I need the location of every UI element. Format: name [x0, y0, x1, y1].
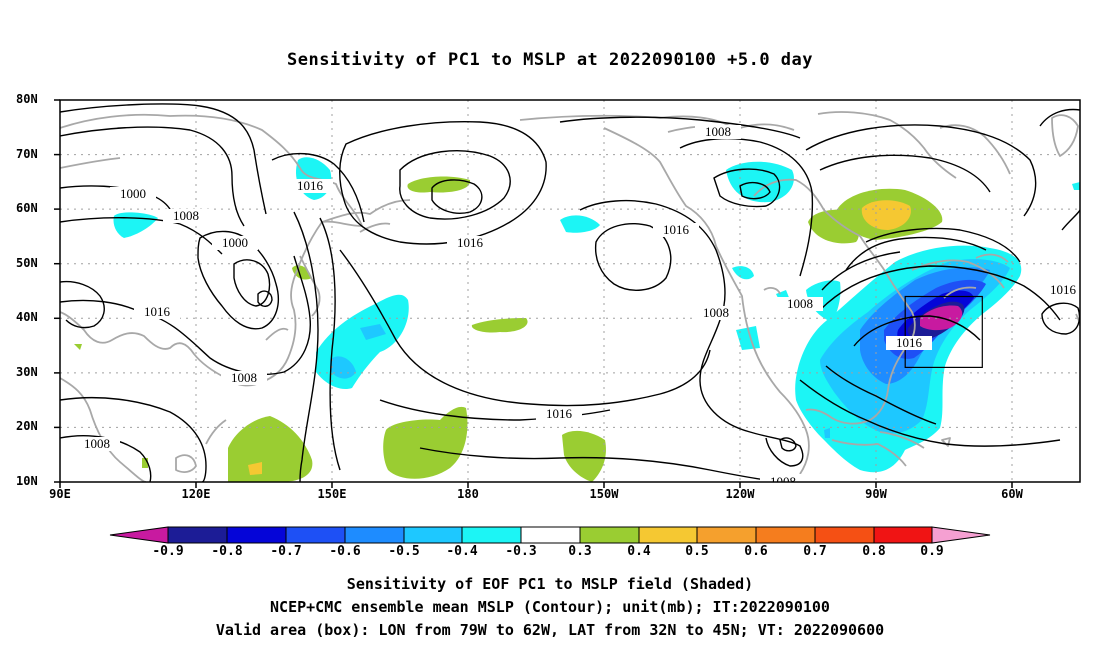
- contour-label: 1008: [770, 474, 796, 489]
- valid-area-box: [904, 295, 983, 369]
- colorbar-swatch-high-triangle: [931, 526, 991, 544]
- colorbar-swatch: [226, 526, 287, 544]
- contour-label: 1016: [546, 406, 573, 421]
- lon-label: 120E: [181, 487, 211, 501]
- contour-label: 1008: [705, 124, 731, 139]
- colorbar-label: -0.4: [446, 544, 478, 559]
- colorbar-label: -0.8: [211, 544, 243, 559]
- colorbar-label: -0.6: [329, 544, 361, 559]
- colorbar-label: 0.7: [803, 544, 827, 559]
- lat-label: 10N: [16, 474, 38, 488]
- lat-label: 20N: [16, 419, 38, 433]
- colorbar-label: 0.9: [920, 544, 944, 559]
- contour-label: 1016: [663, 222, 690, 237]
- plot-title: Sensitivity of PC1 to MSLP at 2022090100…: [286, 50, 813, 70]
- contour-label: 1000: [120, 186, 146, 201]
- contour-label: 1008: [787, 296, 813, 311]
- plot-frame: [59, 99, 1081, 483]
- colorbar-swatch: [696, 526, 757, 544]
- caption-shading: Sensitivity of EOF PC1 to MSLP field (Sh…: [346, 575, 754, 593]
- colorbar-swatch: [638, 526, 698, 544]
- lon-label: 90E: [49, 487, 71, 501]
- lat-label: 30N: [16, 365, 38, 379]
- positive-sensitivity-shading: [74, 176, 943, 482]
- caption-valid-area: Valid area (box): LON from 79W to 62W, L…: [215, 621, 885, 639]
- contour-label: 1008: [703, 305, 729, 320]
- colorbar-label: 0.6: [744, 544, 768, 559]
- lat-label: 80N: [16, 92, 38, 106]
- colorbar-label: 0.8: [862, 544, 886, 559]
- lon-label: 90W: [865, 487, 887, 501]
- colorbar-swatch: [403, 526, 463, 544]
- lon-label: 150E: [317, 487, 347, 501]
- contour-label: 1008: [231, 370, 257, 385]
- lat-label: 40N: [16, 310, 38, 324]
- contour-label: 1000: [222, 235, 248, 250]
- colorbar-swatch-low-triangle: [109, 526, 169, 544]
- contour-labels: 1008 1016 1000 1008 1000 1016 1008 1008 …: [84, 124, 1077, 489]
- lon-label: 150W: [589, 487, 619, 501]
- contour-label: 1008: [173, 208, 199, 223]
- lat-label: 50N: [16, 256, 38, 270]
- contour-label-backgrounds: [74, 125, 1080, 482]
- contour-label: 1016: [297, 178, 324, 193]
- lon-label: 120W: [725, 487, 755, 501]
- colorbar-label: 0.5: [685, 544, 709, 559]
- colorbar-swatch: [814, 526, 875, 544]
- colorbar-swatch: [520, 526, 581, 544]
- colorbar-swatch: [579, 526, 640, 544]
- colorbar-label: -0.7: [270, 544, 302, 559]
- colorbar-label: -0.5: [388, 544, 420, 559]
- lat-label: 70N: [16, 147, 38, 161]
- contour-label: 1016: [457, 235, 484, 250]
- colorbar-label: -0.9: [152, 544, 184, 559]
- plot-area: 1008 1016 1000 1008 1000 1016 1008 1008 …: [60, 100, 1080, 489]
- colorbar: [109, 526, 991, 544]
- contour-label: 1016: [896, 335, 923, 350]
- lon-label: 60W: [1001, 487, 1023, 501]
- lon-label: 180: [457, 487, 479, 501]
- axis-ticks: [54, 99, 1013, 488]
- colorbar-label: 0.3: [568, 544, 592, 559]
- colorbar-label: 0.4: [627, 544, 651, 559]
- colorbar-swatch: [461, 526, 522, 544]
- colorbar-swatch: [755, 526, 816, 544]
- colorbar-swatch: [873, 526, 933, 544]
- contour-label: 1016: [1050, 282, 1077, 297]
- caption-contour: NCEP+CMC ensemble mean MSLP (Contour); u…: [270, 598, 830, 616]
- colorbar-label: -0.3: [505, 544, 537, 559]
- colorbar-swatch: [344, 526, 405, 544]
- colorbar-swatch: [285, 526, 346, 544]
- contour-label: 1008: [84, 436, 110, 451]
- contour-label: 1016: [144, 304, 171, 319]
- colorbar-swatch: [167, 526, 228, 544]
- lat-label: 60N: [16, 201, 38, 215]
